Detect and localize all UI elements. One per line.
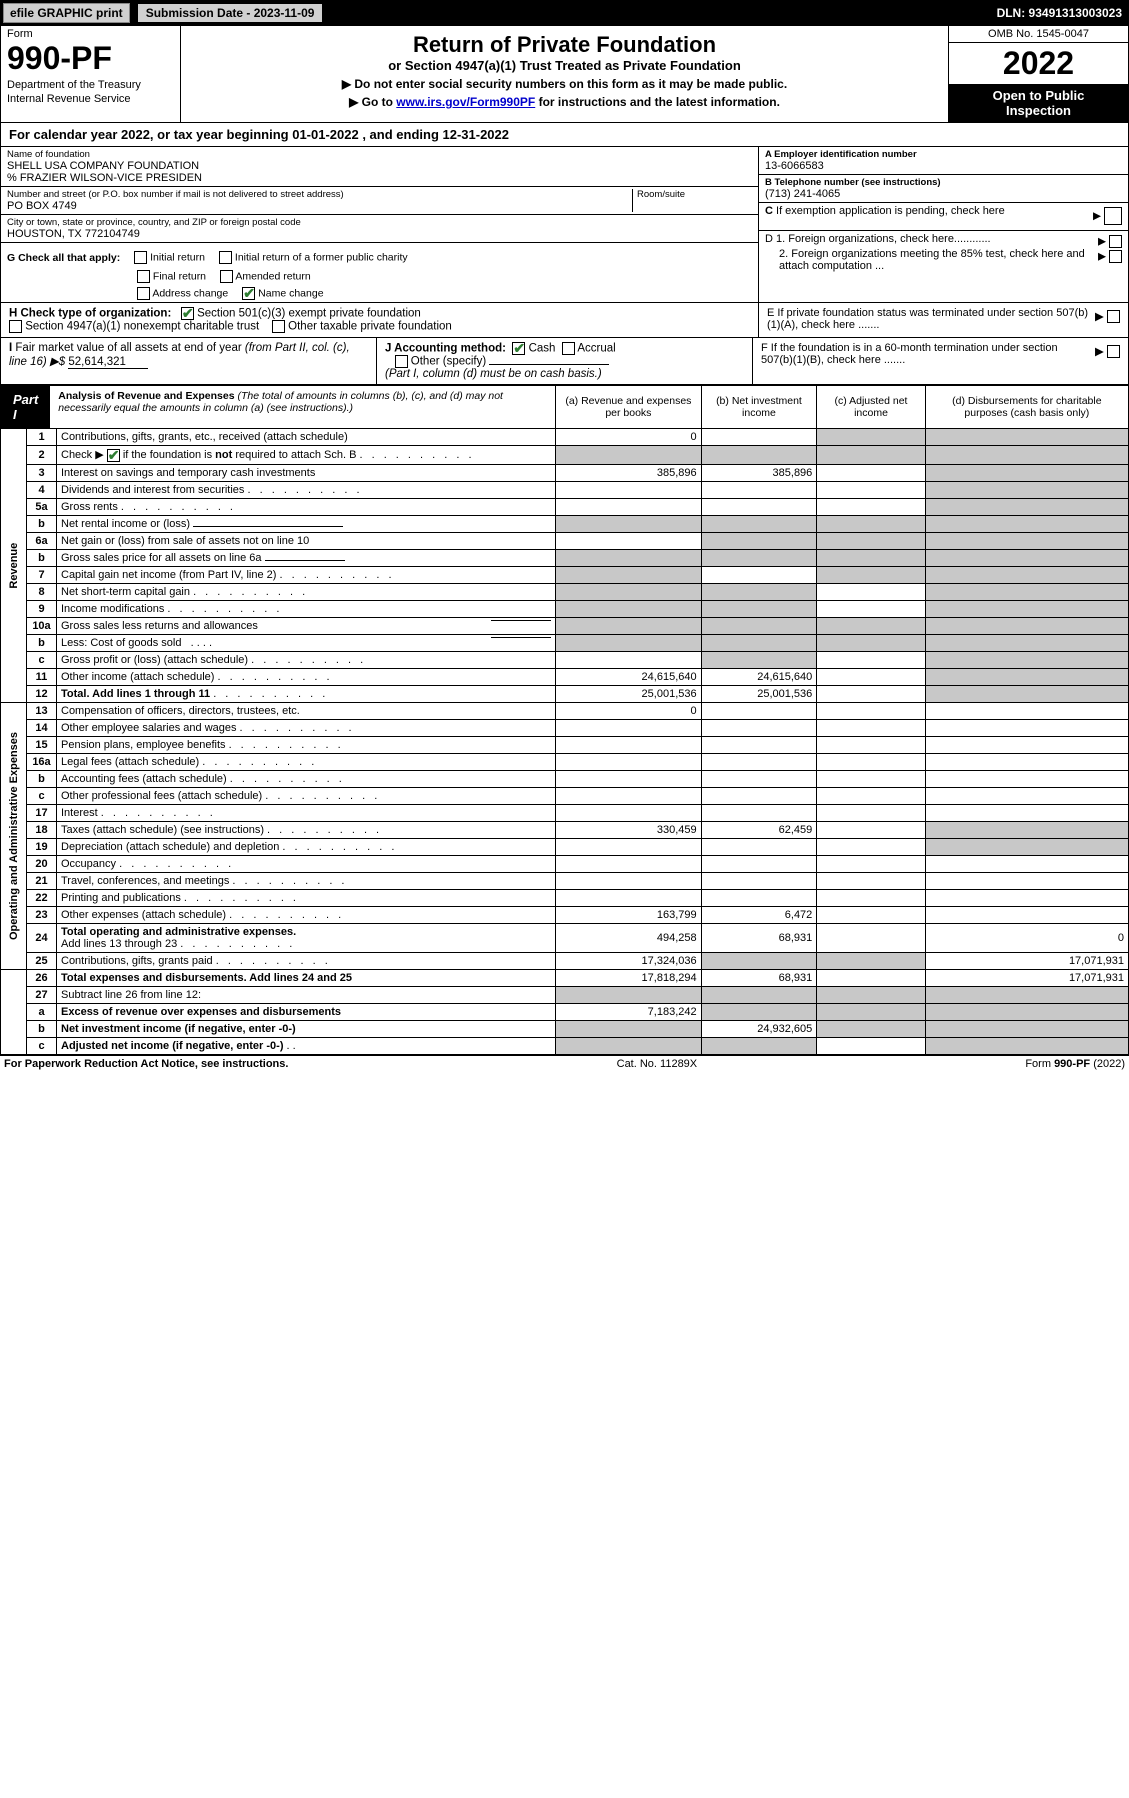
amended-return-checkbox[interactable] [220,270,233,283]
opex-label: Operating and Administrative Expenses [1,702,27,969]
efile-print-button[interactable]: efile GRAPHIC print [3,3,130,23]
city-label: City or town, state or province, country… [7,217,752,228]
initial-return-checkbox[interactable] [134,251,147,264]
note-1: ▶ Do not enter social security numbers o… [191,77,938,91]
omb-number: OMB No. 1545-0047 [949,26,1128,43]
revenue-label: Revenue [1,429,27,703]
ein-label: A Employer identification number [765,149,1122,160]
cash-checkbox[interactable] [512,342,525,355]
addr-label: Number and street (or P.O. box number if… [7,189,632,200]
d2-label: 2. Foreign organizations meeting the 85%… [779,248,1092,272]
name-change-checkbox[interactable] [242,287,255,300]
room-label: Room/suite [637,189,752,200]
note-2: ▶ Go to www.irs.gov/Form990PF for instru… [191,95,938,109]
street-address: PO BOX 4749 [7,200,632,212]
h-label: H Check type of organization: [9,308,171,320]
j-note: (Part I, column (d) must be on cash basi… [385,368,602,380]
org-type-row: H Check type of organization: Section 50… [0,303,1129,338]
entity-info: Name of foundation SHELL USA COMPANY FOU… [0,147,1129,303]
col-c-header: (c) Adjusted net income [817,386,925,429]
form-subtitle: or Section 4947(a)(1) Trust Treated as P… [191,58,938,73]
tel-label: B Telephone number (see instructions) [765,177,1122,188]
paperwork-notice: For Paperwork Reduction Act Notice, see … [4,1058,288,1070]
address-change-checkbox[interactable] [137,287,150,300]
col-a-header: (a) Revenue and expenses per books [556,386,701,429]
part1-table: Part I Analysis of Revenue and Expenses … [0,385,1129,1055]
c-checkbox[interactable] [1104,207,1122,225]
ein-value: 13-6066583 [765,160,1122,172]
calendar-year-row: For calendar year 2022, or tax year begi… [0,123,1129,147]
dln-label: DLN: 93491313003023 [997,6,1126,20]
other-method-checkbox[interactable] [395,355,408,368]
care-of: % FRAZIER WILSON-VICE PRESIDEN [7,172,752,184]
form-link[interactable]: www.irs.gov/Form990PF [396,95,535,109]
e-label: E If private foundation status was termi… [767,307,1089,331]
501c3-checkbox[interactable] [181,307,194,320]
dept-label: Department of the Treasury [7,79,174,91]
f-checkbox[interactable] [1107,345,1120,358]
form-ref: Form 990-PF (2022) [1025,1058,1125,1070]
inspection-badge: Open to PublicInspection [949,84,1128,122]
4947-checkbox[interactable] [9,320,22,333]
f-label: F If the foundation is in a 60-month ter… [761,342,1089,366]
final-return-checkbox[interactable] [137,270,150,283]
schb-checkbox[interactable] [107,449,120,462]
fmv-value: 52,614,321 [68,356,148,369]
submission-box: Submission Date - 2023-11-09 [138,6,323,20]
part1-label: Part I [1,386,50,428]
tel-value: (713) 241-4065 [765,188,1122,200]
cat-no: Cat. No. 11289X [617,1058,698,1070]
d1-label: D 1. Foreign organizations, check here..… [765,233,1092,245]
g-label: G Check all that apply: [7,252,120,264]
fmv-row: I Fair market value of all assets at end… [0,338,1129,385]
name-label: Name of foundation [7,149,752,160]
col-b-header: (b) Net investment income [701,386,817,429]
form-number: 990-PF [7,40,174,77]
form-title: Return of Private Foundation [191,32,938,58]
city-value: HOUSTON, TX 772104749 [7,228,752,240]
accrual-checkbox[interactable] [562,342,575,355]
d1-checkbox[interactable] [1109,235,1122,248]
initial-return-former-checkbox[interactable] [219,251,232,264]
irs-label: Internal Revenue Service [7,93,174,105]
tax-year: 2022 [949,43,1128,84]
top-bar: efile GRAPHIC print Submission Date - 20… [0,0,1129,26]
foundation-name: SHELL USA COMPANY FOUNDATION [7,160,752,172]
c-label: C If exemption application is pending, c… [765,205,1087,217]
form-header: Form 990-PF Department of the Treasury I… [0,26,1129,123]
footer: For Paperwork Reduction Act Notice, see … [0,1055,1129,1072]
col-d-header: (d) Disbursements for charitable purpose… [925,386,1128,429]
d2-checkbox[interactable] [1109,250,1122,263]
other-taxable-checkbox[interactable] [272,320,285,333]
e-checkbox[interactable] [1107,310,1120,323]
form-label: Form [7,28,174,40]
